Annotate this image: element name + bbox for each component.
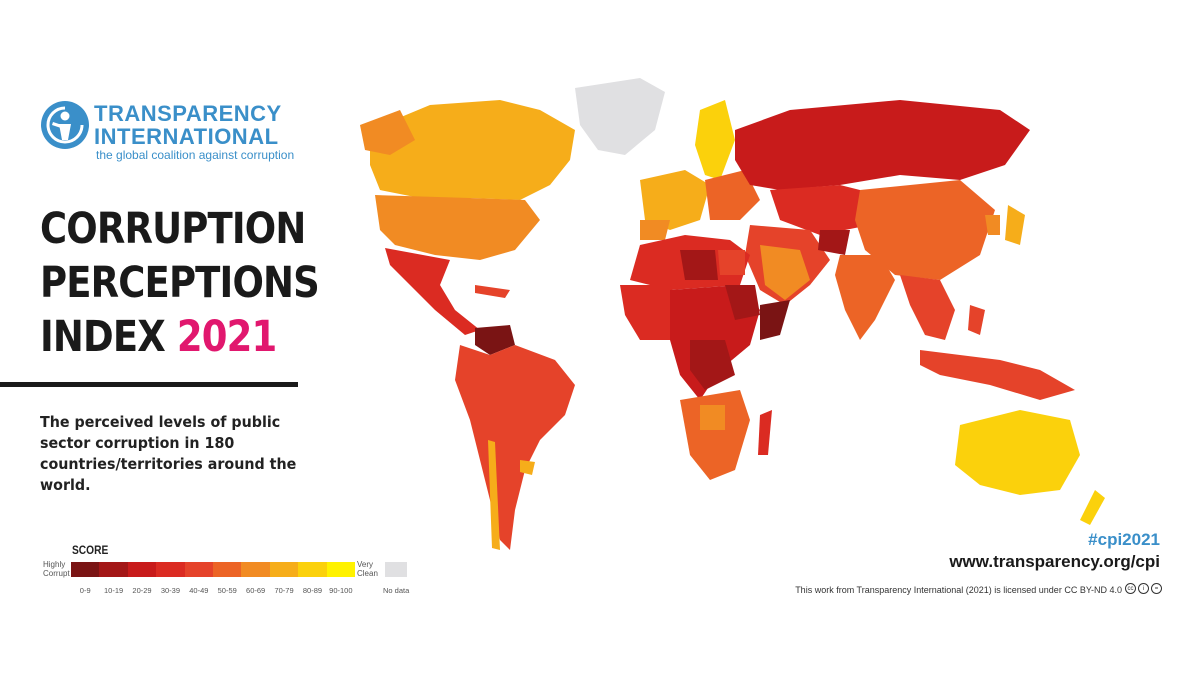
region-south-america xyxy=(455,345,575,550)
region-venezuela xyxy=(475,325,515,355)
legend-swatch xyxy=(298,562,327,577)
region-alaska xyxy=(360,110,415,155)
region-iberia xyxy=(640,220,670,240)
legend-swatch xyxy=(71,562,100,577)
region-botswana xyxy=(700,405,725,430)
legend-tick-labels: 0-9 10-19 20-29 30-39 40-49 50-59 60-69 70-79 80… xyxy=(71,586,355,595)
hashtag: #cpi2021 xyxy=(1088,530,1160,549)
region-canada xyxy=(370,100,575,200)
region-philippines xyxy=(968,305,985,335)
legend-swatch xyxy=(184,562,214,577)
logo-wordmark: TRANSPARENCY INTERNATIONAL xyxy=(94,102,282,148)
region-scandinavia xyxy=(695,100,735,180)
region-madagascar xyxy=(758,410,772,455)
logo-line-2: INTERNATIONAL xyxy=(94,124,279,149)
region-southeast-asia xyxy=(900,275,955,340)
ti-globe-icon xyxy=(41,101,89,149)
title-divider xyxy=(0,382,298,387)
legend-swatch xyxy=(213,562,242,577)
region-new-zealand xyxy=(1080,490,1105,525)
region-afghanistan xyxy=(818,230,850,255)
legend-color-scale xyxy=(71,562,356,577)
region-china xyxy=(855,180,995,280)
region-libya xyxy=(680,250,718,280)
region-korea xyxy=(985,215,1000,235)
transparency-international-logo: TRANSPARENCY INTERNATIONAL the global co… xyxy=(40,100,310,162)
legend-range-label: 80-89 xyxy=(302,586,323,595)
legend-low-label-2: Corrupt xyxy=(43,569,70,578)
legend-range-label: 30-39 xyxy=(160,586,181,595)
legend-low-label-1: Highly xyxy=(43,560,66,569)
region-uruguay xyxy=(520,460,535,475)
legend-no-data-swatch xyxy=(385,562,407,577)
cc-icon: cc xyxy=(1125,583,1136,594)
legend-swatch xyxy=(99,562,128,577)
legend-no-data-label: No data xyxy=(383,586,410,595)
region-indonesia xyxy=(920,350,1075,400)
region-greenland xyxy=(575,78,665,155)
region-india xyxy=(835,255,895,340)
legend-range-label: 0-9 xyxy=(79,586,91,595)
legend-range-label: 90-100 xyxy=(329,586,353,595)
legend-high-label: Very Clean xyxy=(357,560,378,578)
region-usa xyxy=(375,195,540,260)
title-line-2: PERCEPTIONS xyxy=(40,258,320,308)
title-line-1: CORRUPTION xyxy=(40,204,306,254)
logo-tagline: the global coalition against corruption xyxy=(96,148,295,162)
title-line-3: INDEX 2021 xyxy=(40,310,319,364)
page-title: CORRUPTION PERCEPTIONS INDEX 2021 xyxy=(40,202,320,364)
region-drc xyxy=(690,340,735,390)
website-url[interactable]: www.transparency.org/cpi xyxy=(949,552,1160,571)
world-map xyxy=(360,78,1105,550)
legend-range-label: 70-79 xyxy=(274,586,294,595)
region-egypt xyxy=(718,250,745,275)
region-eastern-europe xyxy=(705,170,760,220)
region-japan xyxy=(1005,205,1025,245)
region-western-europe xyxy=(640,170,710,230)
subtitle: The perceived levels of public sector co… xyxy=(40,413,297,494)
region-sudan xyxy=(725,285,760,320)
legend-range-label: 20-29 xyxy=(132,586,152,595)
legend-swatch xyxy=(127,562,157,577)
title-prefix: INDEX xyxy=(40,312,177,362)
region-horn-of-africa xyxy=(760,300,790,340)
license-text: This work from Transparency Internationa… xyxy=(795,585,1122,595)
legend-range-label: 10-19 xyxy=(104,586,124,595)
region-caribbean xyxy=(475,285,510,298)
region-southern-africa xyxy=(680,390,750,480)
legend-range-label: 50-59 xyxy=(217,586,237,595)
legend-high-label-2: Clean xyxy=(357,569,378,578)
region-chile xyxy=(488,440,500,550)
logo-line-1: TRANSPARENCY xyxy=(94,101,282,126)
nd-icon: = xyxy=(1151,583,1162,594)
title-year: 2021 xyxy=(176,312,277,362)
legend-swatch xyxy=(156,562,185,577)
legend-title: SCORE xyxy=(72,543,109,557)
legend-high-label-1: Very xyxy=(357,560,374,569)
region-russia xyxy=(735,100,1030,190)
legend-range-label: 40-49 xyxy=(189,586,209,595)
region-australia xyxy=(955,410,1080,495)
region-saudi-arabia xyxy=(760,245,810,300)
legend-swatch xyxy=(241,562,270,577)
legend-range-label: 60-69 xyxy=(246,586,266,595)
legend-low-label: Highly Corrupt xyxy=(43,560,70,578)
region-mexico xyxy=(385,248,480,335)
legend-swatch xyxy=(326,562,356,577)
by-icon: i xyxy=(1138,583,1149,594)
legend-swatch xyxy=(269,562,299,577)
region-central-asia xyxy=(770,185,880,235)
region-west-africa xyxy=(620,285,685,340)
